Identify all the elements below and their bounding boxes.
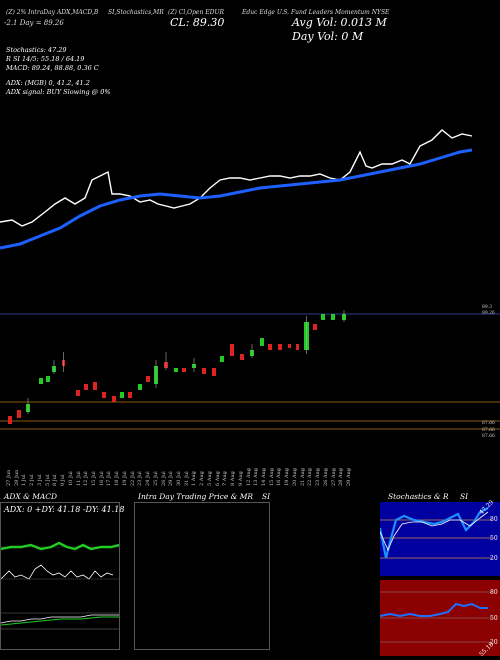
- date-label: 7 Aug: [222, 471, 229, 486]
- date-label: 1 Jul: [21, 474, 28, 486]
- date-label: 15 Aug: [268, 468, 275, 486]
- price-tag-bottom-2: 87.66: [482, 428, 495, 433]
- stochastics-plot: [380, 507, 492, 559]
- adx-dmi-readout: ADX: 0 +DY: 41.18 -DY: 41.18: [4, 505, 125, 514]
- date-label: 16 Aug: [276, 468, 283, 486]
- rsi-line: [380, 602, 488, 618]
- main-price-chart: [0, 129, 500, 430]
- date-label: 8 Aug: [230, 471, 237, 486]
- date-label: 26 Jul: [160, 471, 167, 486]
- adx-signal-readout: ADX signal: BUY Slowing @ 0%: [6, 88, 111, 96]
- date-label: 28 Jun: [13, 469, 20, 486]
- date-label: 18 Jul: [114, 471, 121, 486]
- date-label: 9 Aug: [237, 471, 244, 486]
- date-label: 28 Aug: [338, 468, 345, 486]
- stoch-rsi-panel-title-right: SI: [460, 492, 469, 501]
- header-title-intraday: (Z) 2% IntraDay ADX,MACD,B: [6, 9, 99, 16]
- minus-di-line: [1, 564, 114, 580]
- date-label: 3 Jul: [36, 474, 43, 486]
- date-label: 6 Aug: [214, 471, 221, 486]
- date-label: 16 Jul: [98, 471, 105, 486]
- date-label: 14 Aug: [261, 468, 267, 486]
- date-label: 29 Aug: [346, 468, 352, 486]
- date-label: 19 Aug: [284, 468, 291, 486]
- stochastic-d-line: [380, 511, 489, 551]
- rsi-level-20: 20: [490, 639, 498, 646]
- rsi-readout: R SI 14/5: 55.18 / 64.19: [6, 55, 85, 63]
- header-title-symbol: (Z) Cl,Open EDUR: [168, 9, 225, 16]
- macd-readout: MACD: 89.24, 88.88, 0.36 C: [6, 64, 99, 72]
- date-label: 15 Jul: [91, 471, 97, 486]
- date-label: 20 Aug: [291, 468, 298, 486]
- date-label: 17 Jul: [106, 471, 113, 486]
- date-label: 10 Jul: [67, 471, 74, 486]
- close-price: CL: 89.30: [170, 16, 225, 29]
- date-label: 30 Jul: [176, 471, 182, 486]
- header-title-fund: Educ Edge U.S. Fund Leaders Momentum NYS…: [242, 9, 390, 16]
- date-label: 2 Aug: [199, 471, 206, 486]
- header-title-indicators: SI,Stochastics,MR: [108, 9, 164, 16]
- date-label: 11 Jul: [75, 471, 82, 486]
- date-label: 5 Aug: [206, 471, 213, 486]
- date-label: 2 Jul: [29, 474, 36, 486]
- candlesticks: [8, 310, 346, 424]
- date-label: 13 Aug: [253, 468, 260, 486]
- rsi-plot: [380, 591, 492, 643]
- date-label: 26 Aug: [322, 468, 329, 486]
- macd-line: [1, 614, 119, 624]
- adx-macd-panel-title: ADX & MACD: [4, 492, 58, 501]
- rsi-level-80: 80: [490, 589, 498, 596]
- moving-average-line: [0, 148, 473, 250]
- date-label: 23 Aug: [315, 468, 322, 486]
- date-label: 8 Jul: [52, 474, 59, 486]
- date-label: 5 Jul: [44, 474, 51, 486]
- intraday-panel: [134, 502, 270, 650]
- date-label: 25 Jul: [152, 471, 159, 486]
- rsi-level-50: 50: [490, 615, 498, 622]
- date-label: 24 Jul: [145, 471, 152, 486]
- rsi-panel: 80 50 20 55.18: [380, 580, 500, 658]
- price-tag-top-1: 89.3: [482, 305, 493, 310]
- price-tag-top-2: 89.26: [482, 311, 495, 316]
- date-label: 12 Jul: [83, 471, 90, 486]
- adx-readout: ADX: (MGB) 0, 41.2, 41.2: [6, 79, 90, 87]
- intraday-panel-title-right: SI: [262, 492, 271, 501]
- price-line: [0, 129, 473, 227]
- date-label: 27 Aug: [330, 468, 337, 486]
- stochastics-panel: 80 50 20 47.29: [380, 499, 500, 576]
- date-label: 12 Aug: [245, 468, 252, 486]
- adx-macd-panel: ADX: 0 +DY: 41.18 -DY: 41.18: [0, 502, 124, 650]
- day-volume: Day Vol: 0 M: [292, 30, 364, 43]
- date-label: 22 Jul: [129, 471, 136, 486]
- date-label: 22 Aug: [307, 468, 314, 486]
- avg-volume: Avg Vol: 0.013 M: [292, 16, 387, 29]
- plus-di-line: [1, 541, 119, 551]
- date-label: 1 Aug: [191, 471, 198, 486]
- stoch-level-20: 20: [490, 555, 498, 562]
- price-change: -2.1 Day = 89.26: [4, 19, 64, 27]
- date-label: 29 Jul: [168, 471, 175, 486]
- stochastics-readout: Stochastics: 47.29: [6, 46, 67, 54]
- date-label: 23 Jul: [137, 471, 144, 486]
- stoch-rsi-panel-title: Stochastics & R: [388, 492, 449, 501]
- stoch-level-50: 50: [490, 535, 498, 542]
- intraday-panel-title: Intra Day Trading Price & MR: [138, 492, 254, 501]
- date-label: 21 Aug: [299, 468, 306, 486]
- adx-macd-plot: [1, 541, 119, 630]
- date-label: 27 Jun: [6, 469, 12, 486]
- date-label: 31 Jul: [183, 471, 190, 486]
- price-tag-bottom-1: 87.66: [482, 421, 495, 426]
- date-label: 19 Jul: [121, 471, 128, 486]
- price-tag-bottom-3: 87.66: [482, 434, 495, 439]
- macd-signal-line: [1, 616, 119, 626]
- date-label: 9 Jul: [60, 474, 67, 486]
- stoch-level-80: 80: [490, 516, 498, 523]
